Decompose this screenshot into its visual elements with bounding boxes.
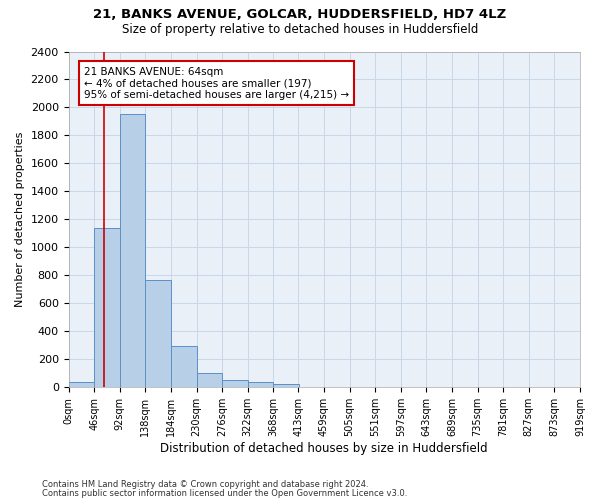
Bar [171, 346, 197, 388]
Y-axis label: Number of detached properties: Number of detached properties [15, 132, 25, 307]
Bar [197, 372, 222, 388]
Bar [248, 382, 274, 388]
Text: Contains public sector information licensed under the Open Government Licence v3: Contains public sector information licen… [42, 489, 407, 498]
Bar [274, 384, 299, 388]
Bar [120, 114, 145, 388]
X-axis label: Distribution of detached houses by size in Huddersfield: Distribution of detached houses by size … [160, 442, 488, 455]
Bar [145, 280, 171, 388]
Bar [68, 382, 94, 388]
Text: 21 BANKS AVENUE: 64sqm
← 4% of detached houses are smaller (197)
95% of semi-det: 21 BANKS AVENUE: 64sqm ← 4% of detached … [84, 66, 349, 100]
Text: Contains HM Land Registry data © Crown copyright and database right 2024.: Contains HM Land Registry data © Crown c… [42, 480, 368, 489]
Text: 21, BANKS AVENUE, GOLCAR, HUDDERSFIELD, HD7 4LZ: 21, BANKS AVENUE, GOLCAR, HUDDERSFIELD, … [94, 8, 506, 20]
Bar [222, 380, 248, 388]
Bar [94, 228, 120, 388]
Text: Size of property relative to detached houses in Huddersfield: Size of property relative to detached ho… [122, 22, 478, 36]
